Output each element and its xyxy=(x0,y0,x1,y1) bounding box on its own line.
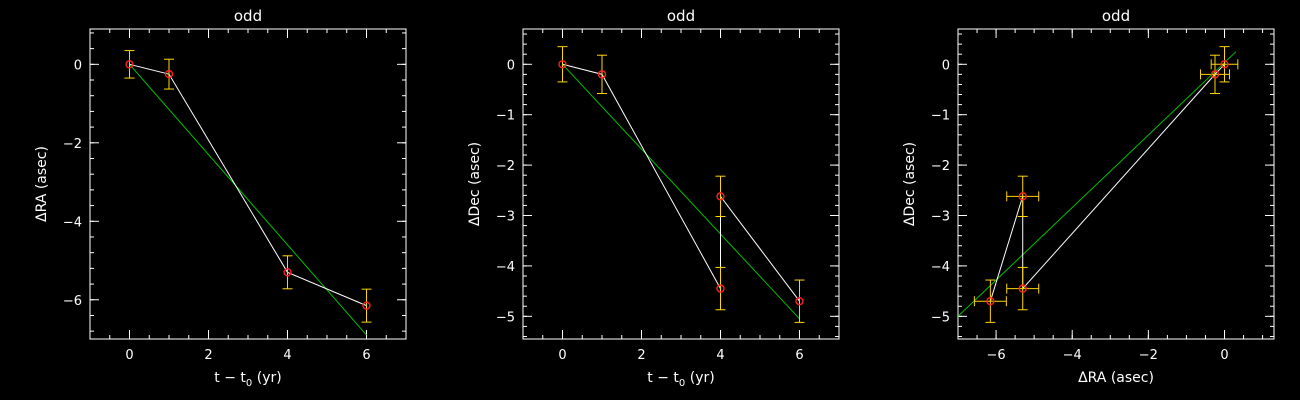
x-tick-label: 6 xyxy=(795,348,803,363)
y-tick-label: 0 xyxy=(507,58,515,73)
chart-panel-3: odd −6 −4 −2 0 0 −1 −2 −3 −4 −5 ΔRA (asec) ΔDec (ase… xyxy=(902,7,1275,386)
data-series-line xyxy=(989,63,1225,302)
plot-frame xyxy=(89,28,407,340)
chart-title: odd xyxy=(1102,7,1130,25)
x-axis-label: t − t0 (yr) xyxy=(214,370,281,389)
y-tick-label: −2 xyxy=(63,137,82,152)
chart-title: odd xyxy=(667,7,695,25)
data-point-marker xyxy=(716,284,725,293)
y-tick-label: −4 xyxy=(63,215,82,230)
y-tick-label: −2 xyxy=(931,159,950,174)
plot-area xyxy=(557,46,805,323)
plot-frame xyxy=(522,28,840,340)
y-tick-label: 0 xyxy=(942,58,950,73)
x-axis-label-unit: (yr) xyxy=(252,370,281,386)
y-tick-label: −4 xyxy=(931,260,950,275)
y-axis-label: ΔDec (asec) xyxy=(467,142,483,226)
x-tick-label: 0 xyxy=(558,348,566,363)
x-tick-label: 6 xyxy=(362,348,370,363)
chart-title: odd xyxy=(234,7,262,25)
data-point-marker xyxy=(597,70,607,79)
x-axis-label-subscript: 0 xyxy=(679,378,685,389)
data-point-marker xyxy=(795,296,804,306)
data-point-marker xyxy=(558,60,567,69)
y-axis-label: ΔDec (asec) xyxy=(902,142,918,226)
x-tick-label: −6 xyxy=(986,348,1005,363)
data-point-marker xyxy=(362,301,371,310)
y-tick-label: −2 xyxy=(496,159,515,174)
x-tick-label: 2 xyxy=(204,348,212,363)
y-tick-label: −5 xyxy=(496,310,515,325)
x-axis-label-text: ΔRA (asec) xyxy=(1078,370,1154,386)
plot-area xyxy=(124,50,372,336)
plot-frame xyxy=(957,28,1275,340)
data-point-marker xyxy=(986,296,995,306)
y-tick-label: −1 xyxy=(931,109,950,124)
x-tick-label: 4 xyxy=(716,348,724,363)
x-axis-label: ΔRA (asec) xyxy=(1078,370,1154,386)
x-axis-label-unit: (yr) xyxy=(685,370,714,386)
data-point-marker xyxy=(164,69,174,79)
data-series-line xyxy=(562,63,800,302)
x-axis-label: t − t0 (yr) xyxy=(647,370,714,389)
x-tick-label: 0 xyxy=(1220,348,1228,363)
x-tick-label: 4 xyxy=(283,348,291,363)
data-point-marker xyxy=(283,268,292,277)
data-point-marker xyxy=(1210,70,1220,79)
y-tick-label: −1 xyxy=(496,109,515,124)
y-tick-label: −4 xyxy=(496,260,515,275)
data-point-marker xyxy=(1220,60,1229,69)
x-tick-label: −2 xyxy=(1139,348,1158,363)
y-tick-label: −5 xyxy=(931,310,950,325)
x-tick-label: −4 xyxy=(1063,348,1082,363)
plot-area xyxy=(958,46,1239,323)
fit-line xyxy=(958,51,1237,317)
x-axis-label-text: t − t xyxy=(214,370,246,386)
x-tick-label: 2 xyxy=(637,348,645,363)
data-point-marker xyxy=(1018,284,1027,293)
fit-line xyxy=(562,63,800,320)
y-tick-label: 0 xyxy=(74,58,82,73)
y-tick-label: −3 xyxy=(931,210,950,225)
y-axis-label: ΔRA (asec) xyxy=(34,146,50,222)
x-tick-label: 0 xyxy=(125,348,133,363)
y-tick-label: −6 xyxy=(63,294,82,309)
data-point-marker xyxy=(1018,192,1027,201)
fit-line xyxy=(129,63,367,336)
data-series-line xyxy=(129,63,367,307)
data-point-marker xyxy=(125,60,134,69)
y-tick-label: −3 xyxy=(496,210,515,225)
x-axis-label-subscript: 0 xyxy=(246,378,252,389)
x-axis-label-text: t − t xyxy=(647,370,679,386)
data-point-marker xyxy=(716,192,725,201)
